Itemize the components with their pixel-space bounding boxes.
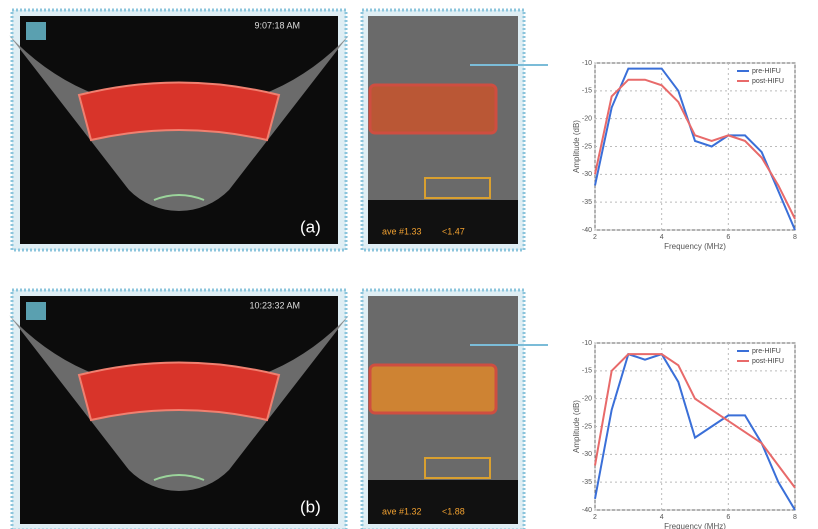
roi-box [368,363,498,415]
y-tick-label: -25 [582,423,592,430]
x-tick-label: 8 [793,514,797,521]
y-tick-label: -35 [582,199,592,206]
y-tick-label: -10 [582,340,592,347]
ultrasound-bottom [368,200,518,244]
panel-label: (b) [300,497,321,516]
treatment-region [77,81,281,142]
legend-label: pre-HIFU [752,68,781,75]
y-tick-label: -15 [582,368,592,375]
series-line [594,353,796,489]
timestamp: 10:23:32 AM [249,300,300,310]
x-tick-label: 8 [793,234,797,241]
y-tick-label: -25 [582,143,592,150]
y-tick-label: -20 [582,396,592,403]
y-tick-label: -30 [582,171,592,178]
legend-label: post-HIFU [752,78,784,85]
roi-box [368,83,498,135]
probe-arc [153,474,205,481]
readout: <1.47 [442,226,465,236]
x-tick-label: 4 [660,234,664,241]
legend-label: post-HIFU [752,358,784,365]
readout: ave #1.32 [382,506,422,516]
y-tick-label: -35 [582,479,592,486]
legend-label: pre-HIFU [752,348,781,355]
x-tick-label: 6 [726,514,730,521]
x-tick-label: 2 [593,514,597,521]
ultrasound-bottom [368,480,518,524]
readout: ave #1.33 [382,226,422,236]
x-tick-label: 2 [593,234,597,241]
timestamp: 9:07:18 AM [254,20,300,30]
y-tick-label: -10 [582,60,592,67]
y-tick-label: -40 [582,227,592,234]
y-tick-label: -40 [582,507,592,514]
x-tick-label: 4 [660,514,664,521]
treatment-region [77,361,281,422]
y-tick-label: -30 [582,451,592,458]
probe-arc [153,194,205,201]
y-axis-label: Amplitude (dB) [572,400,581,453]
y-axis-label: Amplitude (dB) [572,120,581,173]
roi-small [424,457,491,479]
series-line [594,78,796,220]
readout: <1.88 [442,506,465,516]
series-line [594,67,796,231]
x-axis-label: Frequency (MHz) [664,242,726,251]
y-tick-label: -15 [582,88,592,95]
x-tick-label: 6 [726,234,730,241]
logo [26,22,46,40]
x-axis-label: Frequency (MHz) [664,522,726,529]
y-tick-label: -20 [582,116,592,123]
panel-label: (a) [300,217,321,236]
roi-small [424,177,491,199]
logo [26,302,46,320]
